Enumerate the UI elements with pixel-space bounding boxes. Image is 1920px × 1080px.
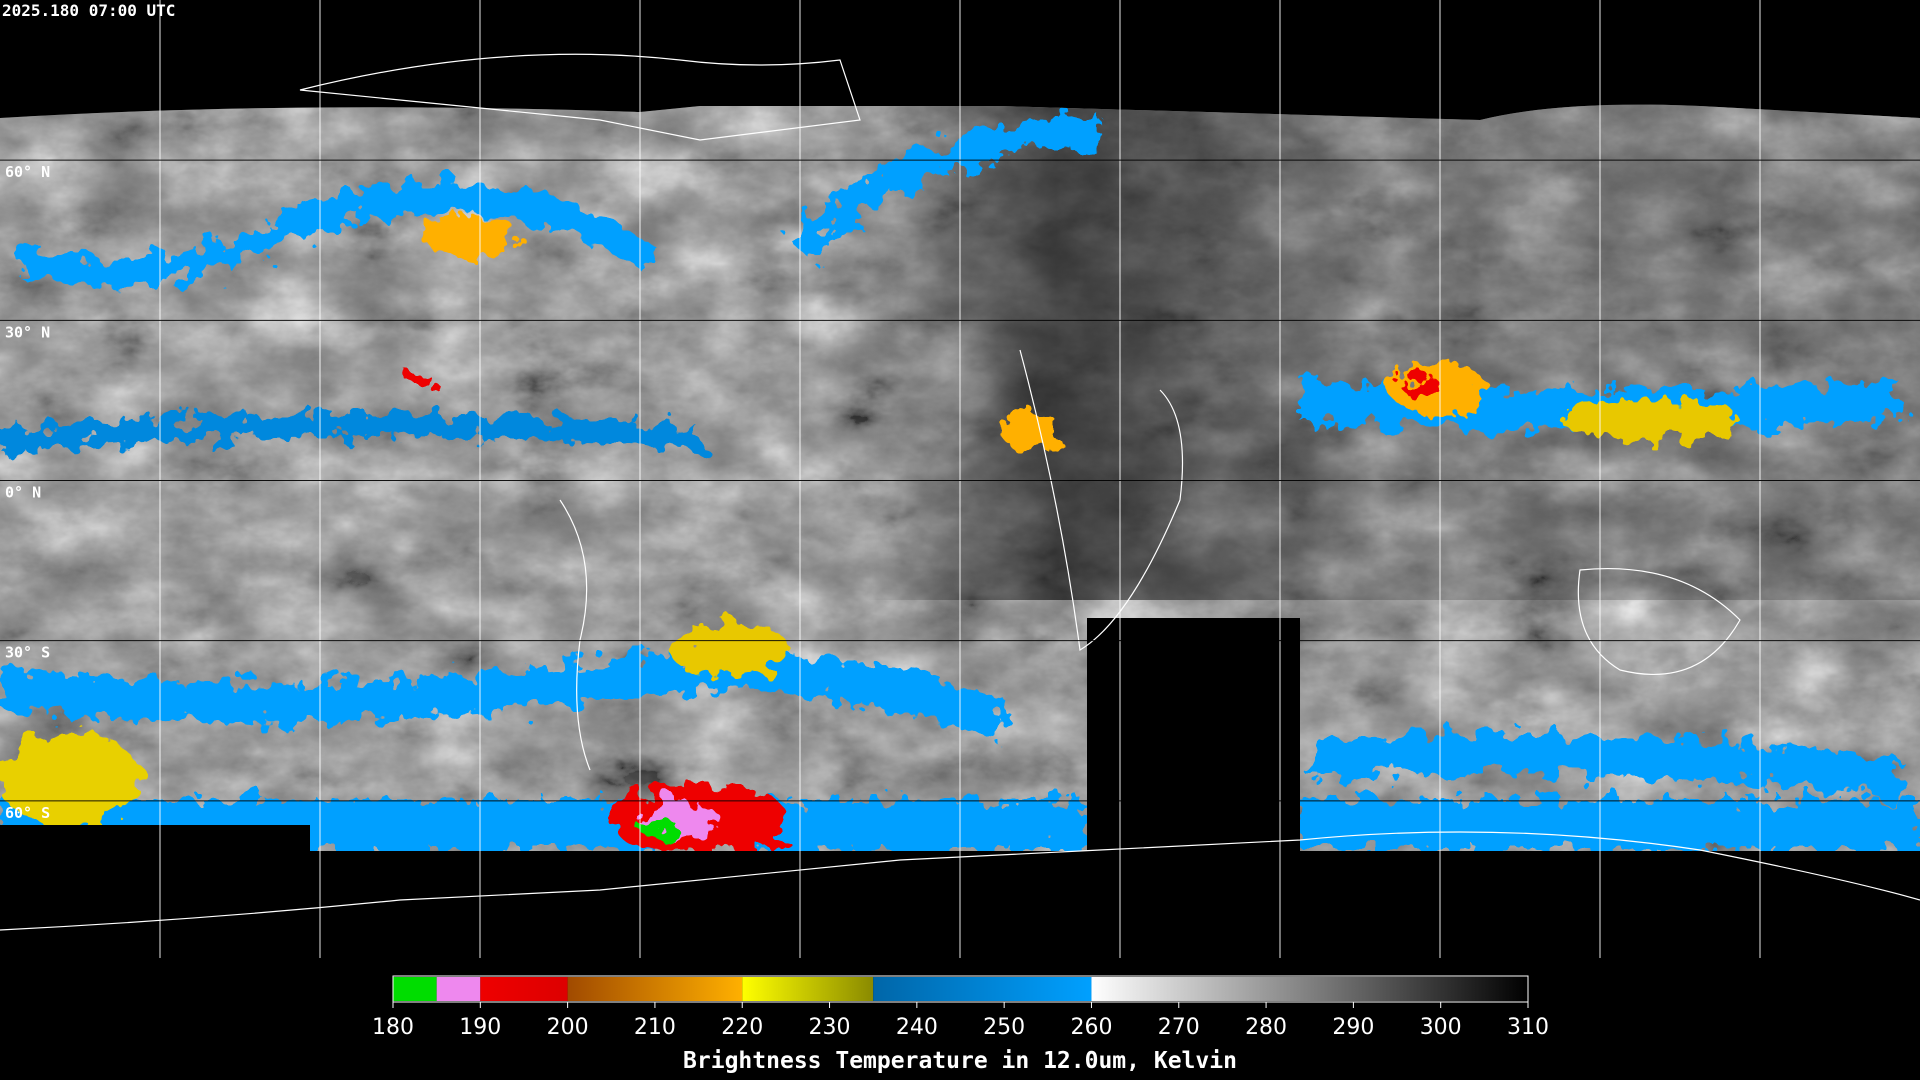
colorbar-segment: [436, 977, 481, 1001]
colorbar-tick-label: 310: [1507, 1015, 1549, 1040]
colorbar-tick-label: 230: [809, 1015, 851, 1040]
colorbar-tick-label: 290: [1332, 1015, 1374, 1040]
colorbar-segment: [480, 977, 568, 1001]
colorbar-label: Brightness Temperature in 12.0um, Kelvin: [683, 1048, 1237, 1074]
latitude-labels: 60° N 30° N 0° N 30° S 60° S: [5, 163, 50, 822]
latitude-label: 30° N: [5, 323, 50, 341]
map: 60° N 30° N 0° N 30° S 60° S 2025.180 07:00 …: [0, 0, 1920, 958]
colorbar-tick-label: 180: [372, 1015, 414, 1040]
colorbar-tick-label: 190: [459, 1015, 501, 1040]
coastlines: [0, 53, 1920, 931]
colorbar-tick-label: 200: [547, 1015, 589, 1040]
graticule: [159, 0, 1761, 958]
colorbar-segment: [393, 977, 437, 1001]
latitude-label: 60° S: [5, 804, 50, 822]
colorbar: Brightness Temperature in 12.0um, Kelvin…: [372, 975, 1549, 1074]
colorbar-tick-label: 250: [983, 1015, 1025, 1040]
colorbar-tick-label: 210: [634, 1015, 676, 1040]
no-data-area: [1087, 618, 1300, 851]
colorbar-tick-label: 300: [1420, 1015, 1462, 1040]
timestamp: 2025.180 07:00 UTC: [2, 1, 175, 20]
latitude-label: 60° N: [5, 163, 50, 181]
colorbar-tick-label: 270: [1158, 1015, 1200, 1040]
colorbar-segment: [567, 977, 743, 1001]
colorbar-frame: [392, 975, 1529, 1003]
latitude-label: 30° S: [5, 644, 50, 662]
latitude-label: 0° N: [5, 484, 41, 502]
colorbar-tick-label: 220: [721, 1015, 763, 1040]
colorbar-segment: [1091, 977, 1528, 1001]
colorbar-segment: [742, 977, 874, 1001]
colorbar-tick-label: 260: [1070, 1015, 1112, 1040]
colorbar-segment: [873, 977, 1092, 1001]
colorbar-tick-label: 280: [1245, 1015, 1287, 1040]
colorbar-tick-label: 240: [896, 1015, 938, 1040]
